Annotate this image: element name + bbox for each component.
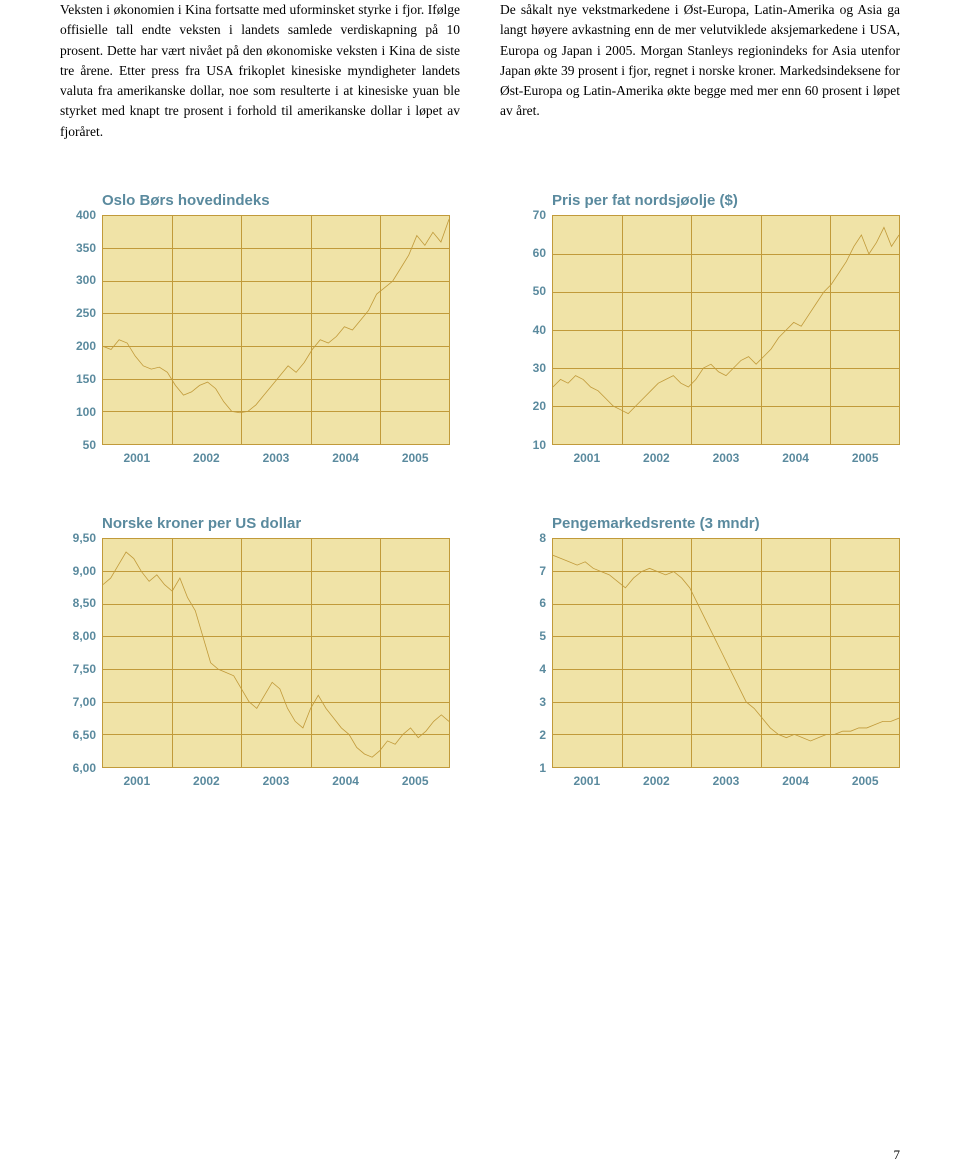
x-tick-label: 2005 — [830, 774, 900, 788]
chart-title: Norske kroner per US dollar — [102, 515, 450, 532]
x-tick-label: 2001 — [102, 451, 172, 465]
text-column-left: Veksten i økonomien i Kina fortsatte med… — [60, 0, 460, 142]
charts-row: Oslo Børs hovedindeks4003503002502001501… — [60, 192, 900, 465]
x-tick-label: 2005 — [380, 774, 450, 788]
body-text: Veksten i økonomien i Kina fortsatte med… — [60, 0, 900, 142]
x-tick-label: 2003 — [691, 451, 761, 465]
x-tick-label: 2004 — [761, 774, 831, 788]
charts-grid: Oslo Børs hovedindeks4003503002502001501… — [60, 192, 900, 788]
chart-plot — [552, 215, 900, 445]
x-tick-label: 2004 — [761, 451, 831, 465]
x-tick-label: 2004 — [311, 774, 381, 788]
chart: Pris per fat nordsjøolje ($)706050403020… — [510, 192, 900, 465]
x-tick-label: 2002 — [172, 451, 242, 465]
chart-plot — [552, 538, 900, 768]
x-tick-label: 2002 — [622, 774, 692, 788]
page-number: 7 — [894, 1147, 901, 1163]
x-tick-label: 2001 — [102, 774, 172, 788]
chart-line — [103, 539, 449, 767]
chart: Oslo Børs hovedindeks4003503002502001501… — [60, 192, 450, 465]
x-tick-label: 2003 — [241, 774, 311, 788]
y-axis: 40035030025020015010050 — [60, 215, 102, 445]
chart-line — [103, 216, 449, 444]
text-column-right: De såkalt nye vekstmarkedene i Øst-Europ… — [500, 0, 900, 142]
chart-title: Oslo Børs hovedindeks — [102, 192, 450, 209]
x-tick-label: 2001 — [552, 774, 622, 788]
chart-line — [553, 539, 899, 767]
chart-plot — [102, 215, 450, 445]
y-axis: 9,509,008,508,007,507,006,506,00 — [60, 538, 102, 768]
x-axis: 20012002200320042005 — [552, 774, 900, 788]
x-tick-label: 2002 — [172, 774, 242, 788]
x-axis: 20012002200320042005 — [552, 451, 900, 465]
chart-title: Pengemarkedsrente (3 mndr) — [552, 515, 900, 532]
x-axis: 20012002200320042005 — [102, 451, 450, 465]
chart: Pengemarkedsrente (3 mndr)87654321200120… — [510, 515, 900, 788]
x-tick-label: 2002 — [622, 451, 692, 465]
x-tick-label: 2001 — [552, 451, 622, 465]
chart: Norske kroner per US dollar9,509,008,508… — [60, 515, 450, 788]
x-tick-label: 2003 — [241, 451, 311, 465]
charts-row: Norske kroner per US dollar9,509,008,508… — [60, 515, 900, 788]
chart-line — [553, 216, 899, 444]
x-axis: 20012002200320042005 — [102, 774, 450, 788]
x-tick-label: 2003 — [691, 774, 761, 788]
chart-title: Pris per fat nordsjøolje ($) — [552, 192, 900, 209]
x-tick-label: 2005 — [830, 451, 900, 465]
x-tick-label: 2005 — [380, 451, 450, 465]
y-axis: 70605040302010 — [510, 215, 552, 445]
y-axis: 87654321 — [510, 538, 552, 768]
x-tick-label: 2004 — [311, 451, 381, 465]
chart-plot — [102, 538, 450, 768]
